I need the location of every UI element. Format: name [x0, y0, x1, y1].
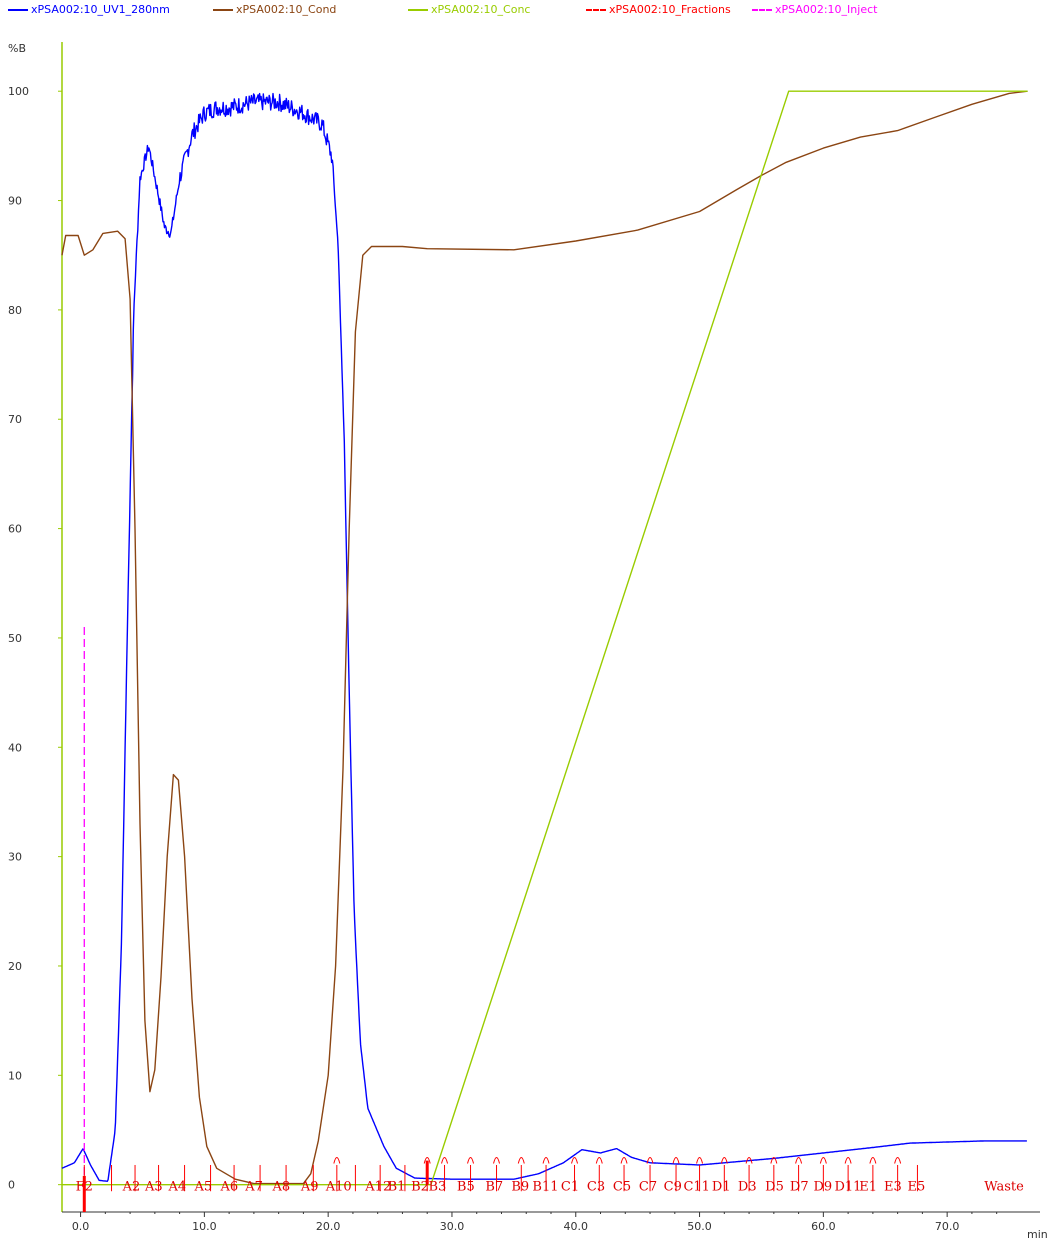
y-tick-label-0: 0: [8, 1179, 15, 1192]
fraction-label-a8: A8: [271, 1180, 290, 1195]
fraction-loop-mark: [894, 1157, 902, 1164]
fraction-label-b2: B2: [411, 1180, 429, 1195]
x-tick-label-20-0: 20.0: [316, 1220, 341, 1233]
legend-label: xPSA002:10_Conc: [431, 3, 531, 16]
x-tick-label-30-0: 30.0: [440, 1220, 465, 1233]
fraction-label-d1: D1: [712, 1180, 731, 1195]
fraction-label-d11: D11: [834, 1180, 861, 1195]
fraction-label-c9: C9: [664, 1180, 682, 1195]
series-layer: [61, 90, 1028, 1186]
fraction-label-a7: A7: [244, 1180, 263, 1195]
x-tick-label-60-0: 60.0: [811, 1220, 836, 1233]
x-tick-label-40-0: 40.0: [564, 1220, 589, 1233]
fraction-loop-mark: [423, 1157, 431, 1164]
fraction-label-c3: C3: [587, 1180, 605, 1195]
fraction-label-a5: A5: [193, 1180, 212, 1195]
fraction-loop-mark: [333, 1157, 341, 1164]
fraction-loop-mark: [542, 1157, 550, 1164]
chart-legend: xPSA002:10_UV1_280nm xPSA002:10_Cond xPSA0…: [0, 0, 1047, 20]
fraction-label-b9: B9: [511, 1180, 529, 1195]
series-line-xpsa002-10-uv1-280nm: [61, 92, 1027, 1182]
fraction-label-d3: D3: [738, 1180, 757, 1195]
y-axis-label: %B: [8, 42, 26, 55]
fraction-loop-mark: [720, 1157, 728, 1164]
fraction-label-d7: D7: [790, 1180, 809, 1195]
legend-label: xPSA002:10_Cond: [236, 3, 337, 16]
fraction-loop-mark: [745, 1157, 753, 1164]
y-tick-label-90: 90: [8, 195, 22, 208]
fraction-label-waste: Waste: [984, 1180, 1024, 1195]
fraction-label-f2: F2: [76, 1180, 93, 1195]
fraction-loop-mark: [517, 1157, 525, 1164]
fraction-loop-mark: [770, 1157, 778, 1164]
fraction-label-b3: B3: [428, 1180, 446, 1195]
fraction-label-c7: C7: [639, 1180, 657, 1195]
fraction-label-b11: B11: [532, 1180, 558, 1195]
fraction-loop-mark: [696, 1157, 704, 1164]
legend-label: xPSA002:10_UV1_280nm: [31, 3, 170, 16]
fraction-label-b5: B5: [457, 1180, 475, 1195]
fraction-label-a2: A2: [122, 1180, 141, 1195]
legend-swatch: [408, 9, 428, 11]
fraction-label-a10: A10: [325, 1180, 352, 1195]
axes: 0 10 20 30 40 50 60 70 80 90 100 0.0 10.0 20.0 30.0 40.…: [8, 42, 1040, 1233]
fraction-label-d9: D9: [813, 1180, 832, 1195]
fraction-label-d5: D5: [765, 1180, 784, 1195]
fraction-label-e1: E1: [859, 1180, 877, 1195]
fraction-label-a6: A6: [219, 1180, 238, 1195]
fraction-label-e3: E3: [884, 1180, 902, 1195]
fraction-loop-mark: [620, 1157, 628, 1164]
y-tick-label-20: 20: [8, 960, 22, 973]
y-tick-label-40: 40: [8, 741, 22, 754]
fraction-loop-mark: [646, 1157, 654, 1164]
legend-item-xpsa002-10-cond: xPSA002:10_Cond: [213, 3, 336, 17]
fraction-loop-mark: [441, 1157, 449, 1164]
fraction-label-c1: C1: [561, 1180, 579, 1195]
y-tick-label-50: 50: [8, 632, 22, 645]
y-tick-label-70: 70: [8, 413, 22, 426]
fraction-loop-mark: [869, 1157, 877, 1164]
y-tick-label-100: 100: [8, 85, 29, 98]
fraction-loop-mark: [571, 1157, 579, 1164]
y-tick-label-80: 80: [8, 304, 22, 317]
fraction-label-a3: A3: [144, 1180, 163, 1195]
fraction-loop-mark: [467, 1157, 475, 1164]
fraction-label-c5: C5: [613, 1180, 631, 1195]
legend-label: xPSA002:10_Inject: [775, 3, 878, 16]
series-line-xpsa002-10-conc: [62, 90, 1028, 1186]
fraction-label-b7: B7: [485, 1180, 503, 1195]
legend-label: xPSA002:10_Fractions: [609, 3, 731, 16]
legend-item-xpsa002-10-conc: xPSA002:10_Conc: [408, 3, 530, 17]
fraction-label-a4: A4: [167, 1180, 186, 1195]
x-tick-label-70-0: 70.0: [935, 1220, 960, 1233]
y-tick-label-30: 30: [8, 851, 22, 864]
legend-swatch: [586, 9, 606, 11]
fraction-label-a12: A12: [364, 1180, 391, 1195]
legend-item-xpsa002-10-fractions: xPSA002:10_Fractions: [586, 3, 731, 17]
fraction-loop-mark: [795, 1157, 803, 1164]
fraction-loop-mark: [672, 1157, 680, 1164]
y-tick-label-10: 10: [8, 1069, 22, 1082]
y-tick-label-60: 60: [8, 523, 22, 536]
fraction-loop-mark: [595, 1157, 603, 1164]
x-tick-label-10-0: 10.0: [192, 1220, 217, 1233]
fraction-loop-mark: [493, 1157, 501, 1164]
x-axis-unit-label: min: [1027, 1228, 1047, 1241]
fraction-loop-mark: [844, 1157, 852, 1164]
fraction-label-c11: C11: [683, 1180, 710, 1195]
fraction-label-a9: A9: [300, 1180, 319, 1195]
legend-swatch: [8, 9, 28, 11]
legend-swatch: [213, 9, 233, 11]
legend-item-xpsa002-10-inject: xPSA002:10_Inject: [752, 3, 877, 17]
series-line-xpsa002-10-cond: [61, 90, 1028, 1185]
x-tick-label-0-0: 0.0: [72, 1220, 90, 1233]
legend-item-xpsa002-10-uv1-280nm: xPSA002:10_UV1_280nm: [8, 3, 170, 17]
x-tick-label-50-0: 50.0: [687, 1220, 712, 1233]
legend-swatch: [752, 9, 772, 11]
fraction-label-e5: E5: [908, 1180, 926, 1195]
fraction-label-b1: B1: [388, 1180, 406, 1195]
fraction-loop-mark: [819, 1157, 827, 1164]
